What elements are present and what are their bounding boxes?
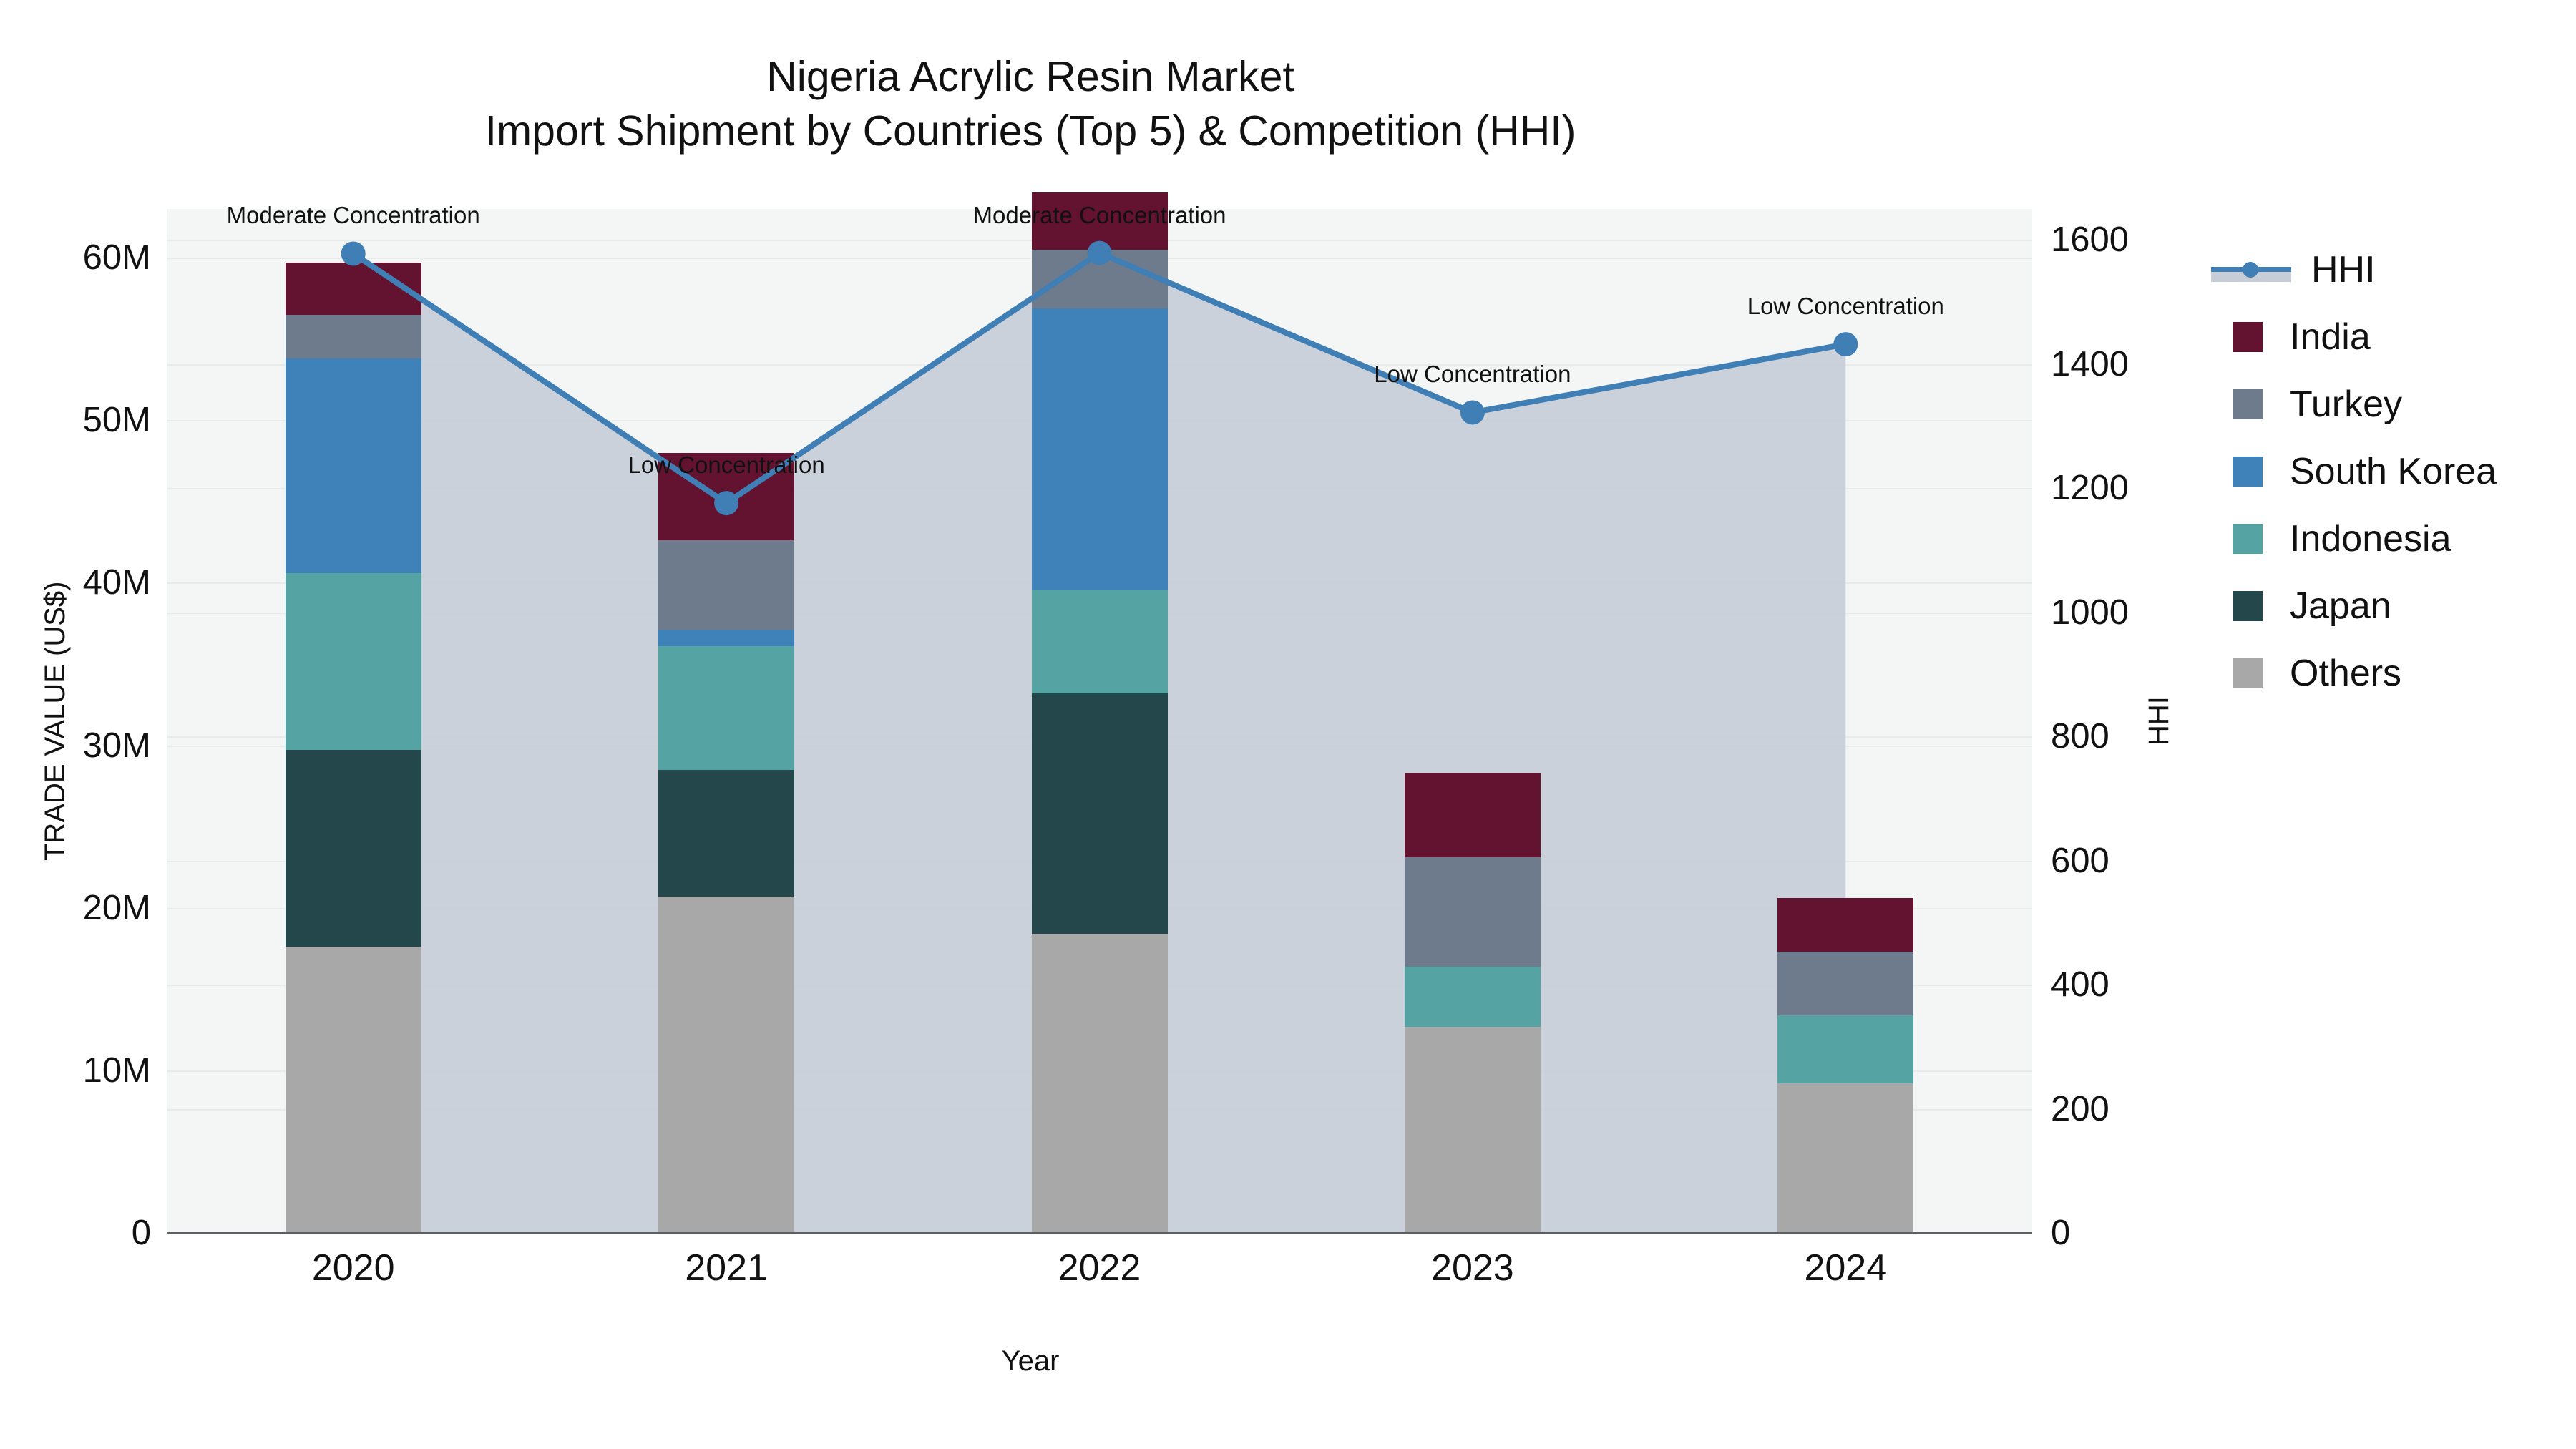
y-tick-left-10M: 10M	[82, 1050, 151, 1090]
bar-stack-2021[interactable]	[658, 209, 795, 1233]
legend-label: India	[2290, 316, 2371, 358]
y-tick-left-0: 0	[131, 1214, 151, 1252]
bar-stack-2022[interactable]	[1031, 192, 1168, 1233]
bar-segment-indonesia-2022[interactable]	[1031, 589, 1168, 693]
bar-segment-south-korea-2021[interactable]	[658, 630, 795, 647]
legend-swatch-icon	[2233, 457, 2263, 487]
bar-segment-india-2022[interactable]	[1031, 192, 1168, 250]
x-tick-2021: 2021	[685, 1247, 768, 1289]
y-tick-left-30M: 30M	[82, 726, 151, 765]
legend-label: Others	[2290, 653, 2402, 694]
legend-label: Japan	[2290, 585, 2391, 627]
bar-segment-others-2024[interactable]	[1777, 1083, 1914, 1233]
y-tick-right-600: 600	[2051, 841, 2109, 880]
bar-stack-2024[interactable]	[1777, 209, 1914, 1233]
legend-label: Indonesia	[2290, 518, 2451, 560]
annotation-2020: Moderate Concentration	[226, 202, 480, 229]
y-tick-right-400: 400	[2051, 965, 2109, 1005]
annotation-2022: Moderate Concentration	[972, 201, 1226, 228]
y-tick-right-1600: 1600	[2051, 220, 2129, 260]
x-axis-title: Year	[1001, 1345, 1060, 1377]
bar-segment-turkey-2020[interactable]	[285, 314, 421, 358]
y-tick-left-60M: 60M	[82, 238, 151, 278]
x-axis-line	[167, 1232, 2032, 1234]
bar-segment-india-2023[interactable]	[1404, 773, 1541, 858]
bar-segment-indonesia-2021[interactable]	[658, 646, 795, 770]
y-tick-right-0: 0	[2051, 1214, 2071, 1252]
legend-label: HHI	[2311, 249, 2376, 291]
x-tick-2024: 2024	[1804, 1247, 1888, 1289]
legend-item-japan[interactable]: Japan	[2211, 572, 2497, 640]
y-tick-right-1000: 1000	[2051, 592, 2129, 632]
bar-stack-2023[interactable]	[1404, 209, 1541, 1233]
annotation-2024: Low Concentration	[1747, 293, 1944, 320]
legend-swatch-icon	[2233, 658, 2263, 688]
bar-segment-indonesia-2024[interactable]	[1777, 1015, 1914, 1084]
x-tick-2023: 2023	[1431, 1247, 1514, 1289]
legend-item-india[interactable]: India	[2211, 303, 2497, 371]
y-tick-left-50M: 50M	[82, 401, 151, 440]
x-tick-2022: 2022	[1058, 1247, 1141, 1289]
bar-segment-others-2020[interactable]	[285, 947, 421, 1233]
bar-segment-others-2021[interactable]	[658, 896, 795, 1233]
y-axis-right-title: HHI	[2143, 696, 2175, 746]
legend-label: South Korea	[2290, 451, 2497, 492]
y-tick-left-20M: 20M	[82, 888, 151, 927]
plot-area: Moderate Concentration Low Concentration M…	[167, 192, 2032, 1234]
bar-segment-japan-2021[interactable]	[658, 769, 795, 897]
bar-segment-south-korea-2020[interactable]	[285, 358, 421, 573]
bar-segment-indonesia-2020[interactable]	[285, 572, 421, 751]
y-tick-right-1200: 1200	[2051, 469, 2129, 508]
legend-swatch-icon	[2233, 389, 2263, 419]
legend-item-south-korea[interactable]: South Korea	[2211, 438, 2497, 505]
bar-segment-japan-2022[interactable]	[1031, 693, 1168, 935]
legend-item-turkey[interactable]: Turkey	[2211, 371, 2497, 438]
title-line-1: Nigeria Acrylic Resin Market	[766, 53, 1294, 100]
legend-swatch-icon	[2233, 322, 2263, 352]
title-line-2: Import Shipment by Countries (Top 5) & C…	[484, 107, 1576, 155]
bar-segment-others-2023[interactable]	[1404, 1026, 1541, 1233]
bar-segment-south-korea-2022[interactable]	[1031, 308, 1168, 590]
bar-segment-india-2020[interactable]	[285, 262, 421, 315]
bar-segment-indonesia-2023[interactable]	[1404, 966, 1541, 1027]
x-tick-2020: 2020	[311, 1247, 395, 1289]
page-title: Nigeria Acrylic Resin Market Import Ship…	[0, 50, 2061, 158]
legend-item-others[interactable]: Others	[2211, 640, 2497, 707]
legend-swatch-icon	[2233, 591, 2263, 621]
bar-stack-2020[interactable]	[285, 209, 421, 1233]
annotation-2023: Low Concentration	[1374, 361, 1571, 388]
bar-segment-turkey-2023[interactable]	[1404, 857, 1541, 967]
bar-segment-india-2024[interactable]	[1777, 898, 1914, 952]
bar-segment-turkey-2022[interactable]	[1031, 249, 1168, 308]
legend-label: Turkey	[2290, 384, 2402, 425]
bar-segment-turkey-2021[interactable]	[658, 540, 795, 630]
y-tick-left-40M: 40M	[82, 563, 151, 602]
legend-line-key-icon	[2211, 255, 2291, 285]
y-tick-right-1400: 1400	[2051, 344, 2129, 384]
bar-segment-others-2022[interactable]	[1031, 934, 1168, 1233]
y-axis-left-title: TRADE VALUE (US$)	[39, 581, 71, 861]
legend-item-hhi[interactable]: HHI	[2211, 236, 2497, 303]
bar-segment-turkey-2024[interactable]	[1777, 952, 1914, 1015]
legend-swatch-icon	[2233, 524, 2263, 554]
annotation-2021: Low Concentration	[628, 452, 825, 479]
legend-item-indonesia[interactable]: Indonesia	[2211, 505, 2497, 572]
legend: HHI India Turkey South Korea Indonesia Japan O…	[2211, 236, 2497, 707]
y-tick-right-800: 800	[2051, 717, 2109, 756]
bar-segment-japan-2020[interactable]	[285, 750, 421, 947]
y-tick-right-200: 200	[2051, 1089, 2109, 1128]
